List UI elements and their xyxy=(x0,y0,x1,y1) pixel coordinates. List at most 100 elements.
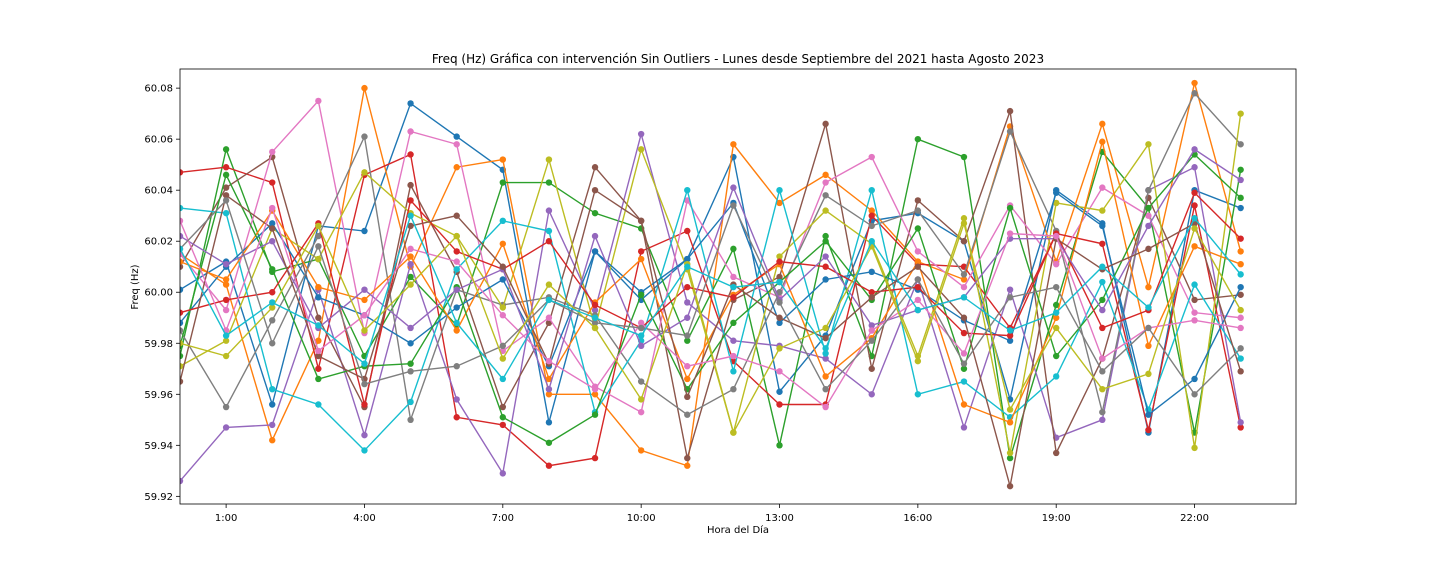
series-line xyxy=(180,82,1242,467)
data-point xyxy=(1237,235,1244,242)
data-point xyxy=(1145,141,1152,148)
series-line xyxy=(180,141,1241,424)
data-point xyxy=(407,416,414,424)
data-point xyxy=(1145,186,1152,194)
data-point xyxy=(269,421,276,429)
data-point xyxy=(776,442,783,449)
data-point xyxy=(776,253,783,260)
data-point xyxy=(1052,314,1060,321)
data-point xyxy=(1191,296,1198,304)
data-point xyxy=(545,179,553,186)
data-point xyxy=(684,283,691,291)
data-point xyxy=(222,197,230,204)
data-point xyxy=(180,319,184,327)
data-point xyxy=(1052,283,1060,291)
data-point xyxy=(499,470,507,477)
data-point xyxy=(499,421,507,429)
data-point xyxy=(684,363,691,370)
data-point xyxy=(1145,222,1152,230)
data-point xyxy=(591,186,599,194)
data-point xyxy=(684,186,691,194)
data-point xyxy=(545,391,553,398)
data-point xyxy=(591,385,599,393)
data-point xyxy=(684,227,691,235)
data-point xyxy=(361,327,368,334)
data-point xyxy=(1237,110,1244,117)
data-point xyxy=(180,363,184,370)
data-point xyxy=(545,296,553,304)
data-point xyxy=(361,84,368,92)
data-point xyxy=(1006,107,1014,115)
data-point xyxy=(407,398,414,406)
data-point xyxy=(684,393,691,401)
data-point xyxy=(822,345,829,352)
data-point xyxy=(1052,260,1060,268)
data-point xyxy=(1052,324,1060,332)
data-point xyxy=(269,289,276,296)
data-point xyxy=(1099,120,1106,128)
data-point xyxy=(1237,166,1244,173)
data-point xyxy=(914,197,922,204)
data-point xyxy=(1052,373,1060,380)
data-point xyxy=(1237,271,1244,278)
data-point xyxy=(1006,286,1014,293)
data-point xyxy=(269,238,276,245)
data-point xyxy=(776,368,783,375)
data-point xyxy=(1145,212,1152,219)
data-point xyxy=(1191,164,1198,171)
data-point xyxy=(315,243,322,250)
data-point xyxy=(315,375,322,383)
data-point xyxy=(545,156,553,163)
data-point xyxy=(222,403,230,411)
data-point xyxy=(960,350,968,357)
data-point xyxy=(776,289,783,296)
data-point xyxy=(684,255,691,263)
data-point xyxy=(1099,184,1106,191)
data-point xyxy=(1052,232,1060,240)
data-point xyxy=(960,378,968,385)
data-point xyxy=(361,431,368,439)
data-point xyxy=(269,437,276,444)
data-point xyxy=(868,222,875,230)
data-point xyxy=(1006,230,1014,237)
data-point xyxy=(499,414,507,421)
data-point xyxy=(1191,79,1198,87)
data-point xyxy=(914,283,922,291)
data-point xyxy=(180,286,184,293)
data-point xyxy=(822,403,829,411)
data-point xyxy=(591,391,599,398)
series-line xyxy=(180,189,1242,487)
data-point xyxy=(222,352,230,360)
data-point xyxy=(180,352,184,360)
data-point xyxy=(822,238,829,245)
data-point xyxy=(315,255,322,263)
data-point xyxy=(1237,355,1244,362)
data-point xyxy=(453,133,460,140)
data-point xyxy=(315,352,322,360)
data-point xyxy=(315,347,322,355)
data-point xyxy=(499,403,507,411)
data-point xyxy=(1237,176,1244,184)
data-point xyxy=(960,271,968,278)
data-point xyxy=(637,447,645,454)
data-point xyxy=(545,314,553,321)
data-point xyxy=(1145,324,1152,332)
data-point xyxy=(407,340,414,347)
data-point xyxy=(914,207,922,214)
data-point xyxy=(730,385,737,393)
data-point xyxy=(407,181,414,189)
data-point xyxy=(1052,352,1060,360)
data-point xyxy=(407,245,414,253)
data-point xyxy=(776,401,783,408)
data-point xyxy=(591,248,599,255)
series-19 xyxy=(180,220,1244,436)
y-tick-label: 60.00 xyxy=(144,288,173,299)
y-tick-label: 60.08 xyxy=(144,84,173,95)
data-point xyxy=(822,179,829,186)
data-point xyxy=(1191,375,1198,383)
data-point xyxy=(361,401,368,408)
series-line xyxy=(180,91,1242,421)
data-point xyxy=(1237,194,1244,202)
y-tick-label: 59.92 xyxy=(144,492,173,503)
data-point xyxy=(960,276,968,283)
